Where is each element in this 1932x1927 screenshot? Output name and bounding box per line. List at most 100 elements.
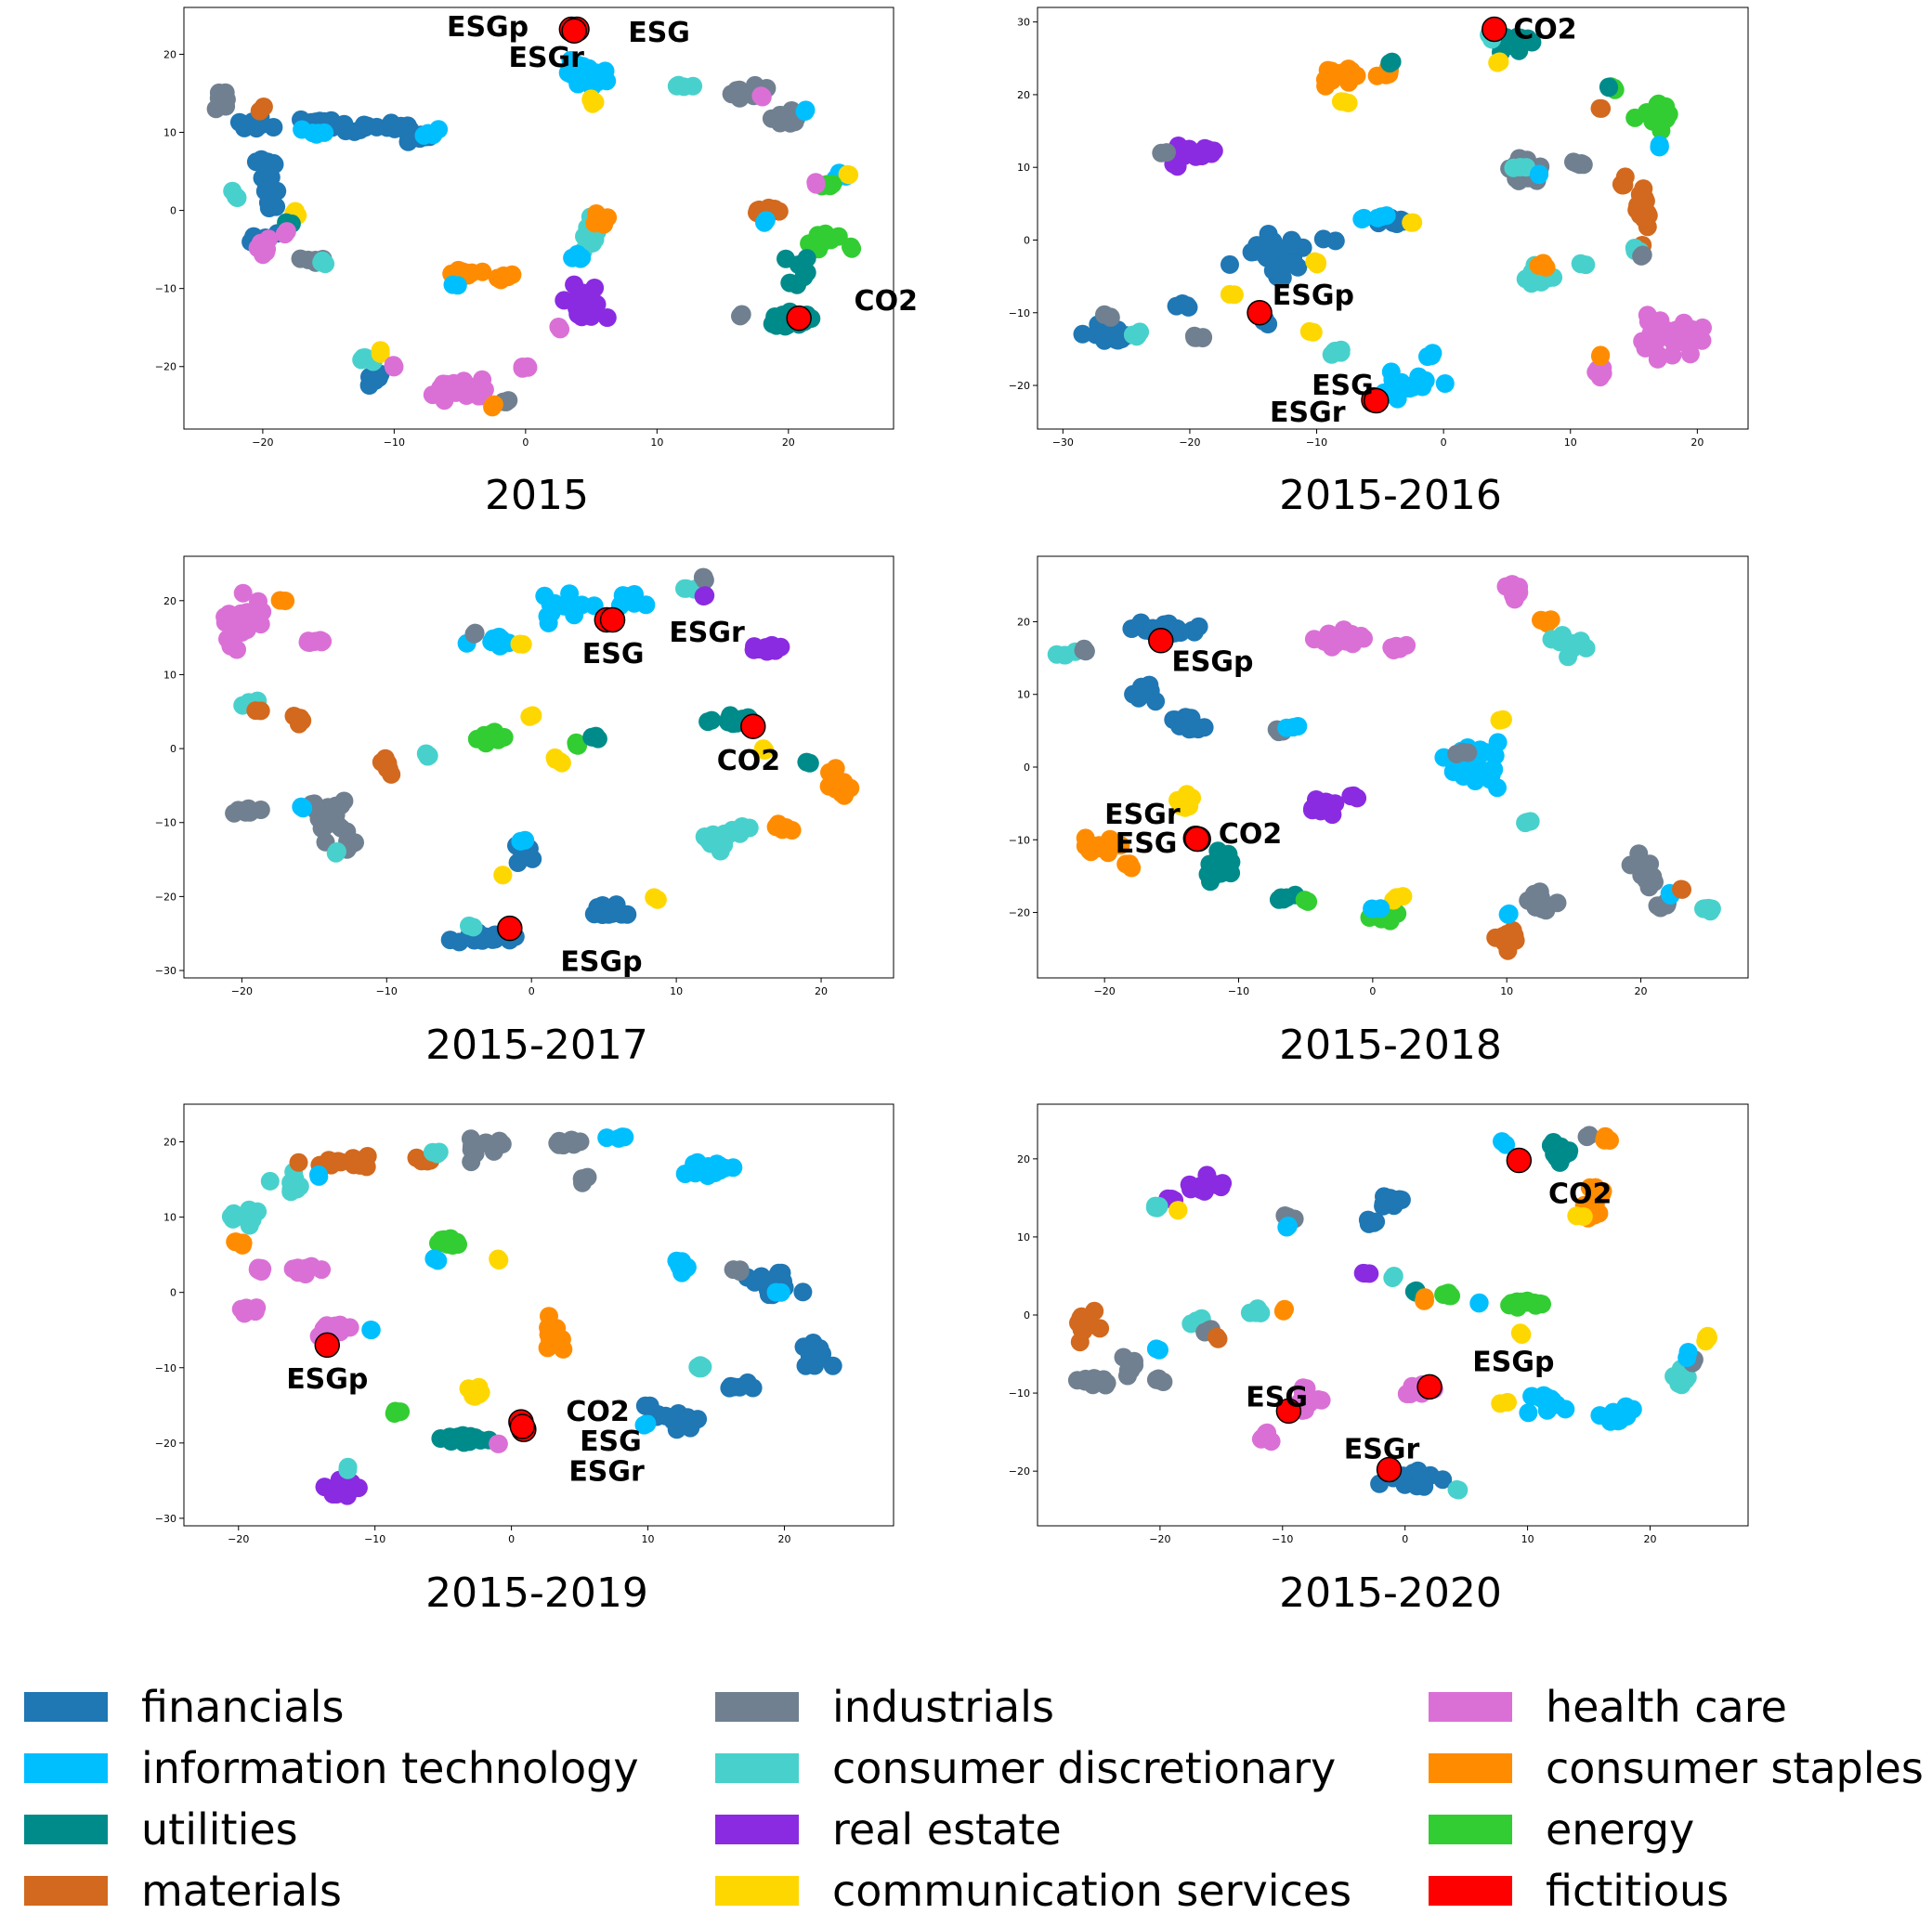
point-information-technology [1556,1400,1575,1419]
point-financials [603,904,622,923]
point-real-estate [1317,800,1337,818]
point-utilities [702,710,722,730]
point-materials [1506,931,1525,950]
point-information-technology [1469,1293,1489,1312]
point-materials [1635,189,1654,208]
point-information-technology [1519,1403,1538,1423]
point-health-care [453,383,472,402]
legend-swatch-information-technology [24,1753,108,1783]
point-consumer-staples [484,395,503,414]
point-materials [1486,928,1506,947]
point-consumer-staples [449,260,468,280]
annotation-ESG: ESG [628,17,690,49]
annotation-ESGr: ESGr [568,1456,645,1489]
x-tick-label: −20 [1179,436,1200,449]
scatter-points [221,1127,842,1505]
y-tick-label: 30 [1017,17,1030,29]
point-financials [261,195,281,215]
point-consumer-discretionary [226,187,245,206]
point-consumer-discretionary [1325,342,1344,361]
point-industrials [216,90,236,110]
point-utilities [582,727,602,747]
point-information-technology [1650,137,1669,157]
point-health-care [1293,1383,1312,1402]
y-tick-label: −20 [1009,907,1030,919]
point-consumer-staples [1324,66,1343,85]
point-consumer-staples [1416,1291,1434,1310]
y-tick-label: −20 [1009,380,1030,392]
fictitious-point-ESGr [1376,1456,1403,1483]
y-tick-label: 20 [1017,616,1030,628]
y-tick-label: 0 [1024,1309,1030,1322]
x-tick-label: 0 [522,436,529,449]
point-utilities [800,753,819,773]
point-health-care [806,175,826,194]
legend-label-fictitious: fictitious [1546,1866,1729,1916]
y-tick-label: −20 [155,361,176,373]
x-tick-label: −20 [252,436,273,449]
point-industrials [724,1260,743,1280]
y-tick-label: −30 [155,1513,176,1525]
annotation-ESGr: ESGr [1104,799,1181,831]
point-real-estate [1360,1264,1379,1283]
point-consumer-staples [1078,835,1098,854]
point-energy [1439,1285,1458,1305]
point-consumer-staples [1600,1131,1619,1150]
point-communication-services [1303,322,1323,342]
point-industrials [567,1132,586,1152]
point-consumer-discretionary [1055,645,1074,665]
point-information-technology [634,1415,654,1435]
legend-swatch-materials [24,1876,108,1906]
axes-frame [183,1103,894,1527]
point-utilities [1541,1136,1560,1155]
point-materials [254,98,273,116]
annotation-ESGp: ESGp [447,11,529,44]
legend-swatch-industrials [715,1692,799,1722]
point-real-estate [584,302,603,321]
point-health-care [1343,626,1363,645]
point-information-technology [1485,746,1505,765]
point-financials [1189,617,1208,636]
point-real-estate [1204,141,1223,161]
point-information-technology [1534,1386,1553,1405]
point-information-technology [1459,764,1479,784]
point-information-technology [414,125,434,145]
annotation-ESGr: ESGr [669,617,745,649]
point-financials [793,1282,813,1302]
y-tick-label: −10 [1009,1387,1030,1400]
x-tick-label: 20 [1690,436,1704,449]
point-communication-services [520,707,540,726]
y-tick-label: 10 [163,669,176,681]
point-financials [1433,1470,1453,1490]
x-tick-label: −10 [384,436,405,449]
x-tick-label: −20 [228,1533,249,1545]
annotation-ESG: ESG [1246,1381,1308,1413]
point-information-technology [1493,1132,1511,1152]
point-industrials [240,801,259,821]
point-information-technology [516,830,535,850]
panel-title: 2015-2016 [1279,472,1502,519]
point-financials [1277,254,1297,273]
point-information-technology [1381,362,1401,382]
point-industrials [551,1132,570,1152]
point-information-technology [428,1251,448,1270]
point-communication-services [552,753,571,773]
point-financials [1135,680,1155,698]
point-consumer-discretionary [419,746,438,765]
panel-title: 2015 [485,472,589,519]
point-information-technology [1393,378,1412,397]
point-financials [367,117,386,137]
point-health-care [298,632,318,652]
y-tick-label: −20 [1009,1465,1030,1478]
point-utilities [1508,30,1528,48]
point-financials [1170,716,1190,736]
point-health-care [251,233,270,253]
point-industrials [1632,246,1651,266]
point-health-care [423,385,442,405]
point-health-care [551,319,570,339]
annotation-CO2: CO2 [717,745,780,777]
y-tick-label: −10 [155,1362,176,1374]
point-information-technology [676,1258,696,1278]
